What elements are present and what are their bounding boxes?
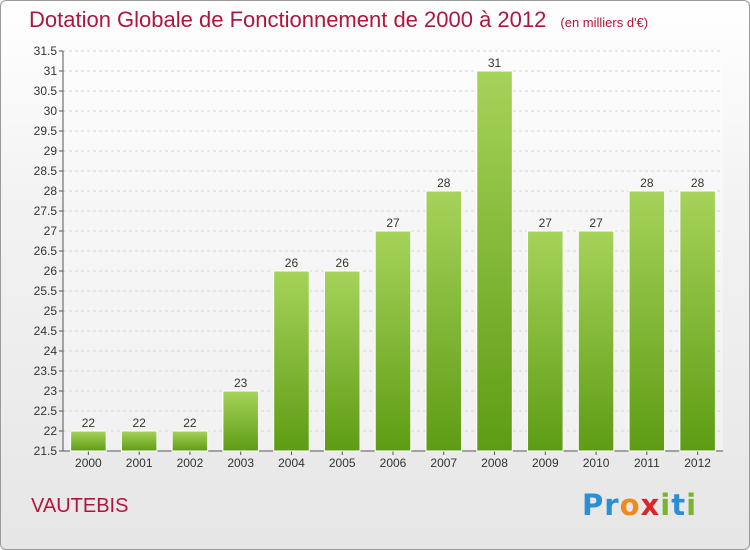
x-tick-label: 2001 (126, 456, 153, 470)
y-tick-label: 25 (44, 304, 58, 318)
y-tick-label: 30 (44, 104, 58, 118)
x-tick-label: 2002 (177, 456, 204, 470)
logo-letter: x (640, 488, 661, 522)
proxiti-logo[interactable]: Proxiti (582, 488, 697, 522)
y-tick-label: 24 (44, 344, 58, 358)
logo-letter: r (604, 488, 620, 522)
data-label: 23 (234, 376, 248, 390)
bar (577, 230, 615, 452)
x-tick-label: 2009 (532, 456, 559, 470)
data-label: 28 (437, 176, 451, 190)
data-label: 31 (488, 56, 502, 70)
logo-letter: P (582, 488, 605, 522)
y-tick-label: 29 (44, 144, 58, 158)
bar (273, 270, 310, 452)
bar (171, 430, 209, 452)
chart-unit: (en milliers d'€) (560, 15, 649, 30)
y-tick-label: 25.5 (34, 284, 58, 298)
x-tick-label: 2005 (329, 456, 356, 470)
y-tick-label: 29.5 (34, 124, 58, 138)
x-tick-label: 2008 (481, 456, 508, 470)
y-tick-label: 22 (44, 424, 58, 438)
bar (70, 430, 107, 452)
x-tick-label: 2000 (75, 456, 102, 470)
bar (679, 190, 716, 452)
bars (70, 70, 716, 452)
bar (425, 190, 463, 452)
y-tick-label: 24.5 (34, 324, 58, 338)
data-label: 27 (539, 216, 553, 230)
x-tick-label: 2006 (380, 456, 407, 470)
y-tick-label: 30.5 (34, 84, 58, 98)
y-tick-label: 23.5 (34, 364, 58, 378)
data-label: 22 (82, 416, 96, 430)
bar (374, 230, 412, 452)
x-tick-label: 2010 (583, 456, 610, 470)
bar (476, 70, 513, 452)
bar (323, 270, 361, 452)
bar (222, 390, 259, 452)
bar (527, 230, 564, 452)
logo-letter: i (686, 488, 698, 522)
logo-letter: i (660, 488, 672, 522)
x-tick-label: 2012 (684, 456, 711, 470)
data-label: 22 (132, 416, 146, 430)
chart-title-text: Dotation Globale de Fonctionnement de 20… (29, 7, 547, 32)
y-tick-label: 31 (44, 64, 58, 78)
data-label: 22 (183, 416, 197, 430)
chart-title: Dotation Globale de Fonctionnement de 20… (29, 7, 648, 33)
bar (628, 190, 666, 452)
y-tick-label: 21.5 (34, 444, 58, 458)
logo-letter: t (671, 488, 687, 522)
x-tick-label: 2011 (634, 456, 660, 470)
data-label: 28 (691, 176, 705, 190)
y-tick-label: 23 (44, 384, 58, 398)
data-label: 26 (285, 256, 299, 270)
data-label: 27 (589, 216, 603, 230)
x-tick-label: 2004 (278, 456, 305, 470)
data-label: 28 (640, 176, 654, 190)
y-tick-label: 26 (44, 264, 58, 278)
commune-name: VAUTEBIS (31, 495, 129, 517)
labels: 21.5 22 22.5 23 23.5 24 24.5 25 25.5 26 26.5 27 27.5… (34, 44, 712, 470)
logo-letter: o (619, 488, 641, 522)
y-tick-label: 31.5 (34, 44, 58, 58)
x-tick-label: 2007 (430, 456, 457, 470)
data-label: 27 (386, 216, 400, 230)
y-tick-label: 22.5 (34, 404, 58, 418)
y-tick-label: 28 (44, 184, 58, 198)
y-tick-label: 27 (44, 224, 58, 238)
y-tick-label: 27.5 (34, 204, 58, 218)
data-label: 26 (336, 256, 350, 270)
bar (120, 430, 158, 452)
x-tick-label: 2003 (227, 456, 254, 470)
y-tick-label: 28.5 (34, 164, 58, 178)
y-tick-label: 26.5 (34, 244, 58, 258)
